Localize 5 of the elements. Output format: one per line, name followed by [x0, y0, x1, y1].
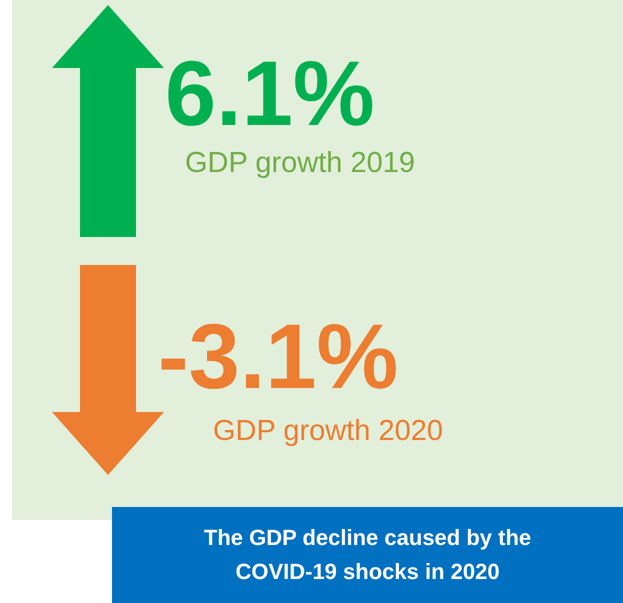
- category-label: GDP growth 2020: [213, 415, 443, 447]
- data-label: 6.1%: [165, 43, 375, 145]
- data-label: -3.1%: [158, 306, 398, 408]
- text: The GDP decline caused by the COVID-19 shocks in 2020: [202, 524, 532, 586]
- category-label: GDP growth 2019: [185, 147, 415, 179]
